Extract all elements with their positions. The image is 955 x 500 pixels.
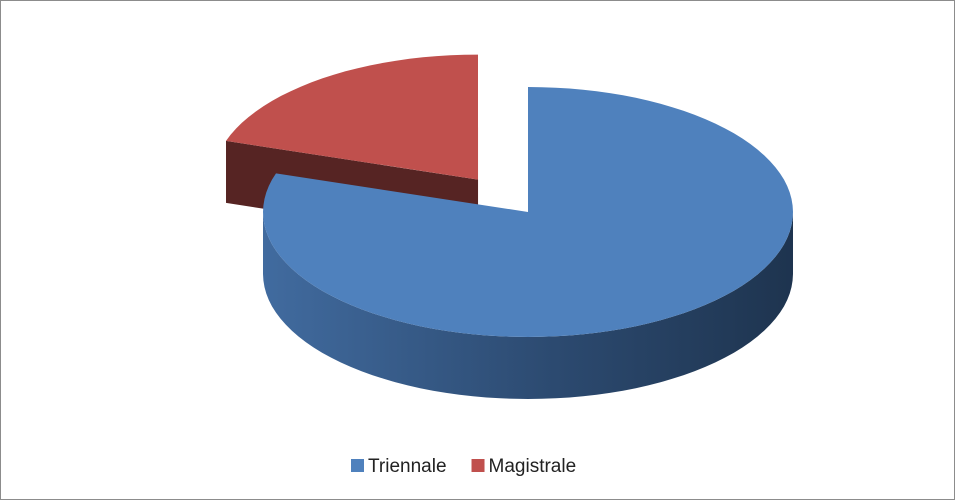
legend-swatch	[351, 459, 364, 472]
legend-swatch	[471, 459, 485, 472]
legend-label: Triennale	[368, 456, 447, 477]
slice	[263, 87, 793, 337]
slice	[226, 54, 479, 180]
slice-side	[263, 212, 793, 399]
legend-label: Magistrale	[489, 456, 577, 477]
